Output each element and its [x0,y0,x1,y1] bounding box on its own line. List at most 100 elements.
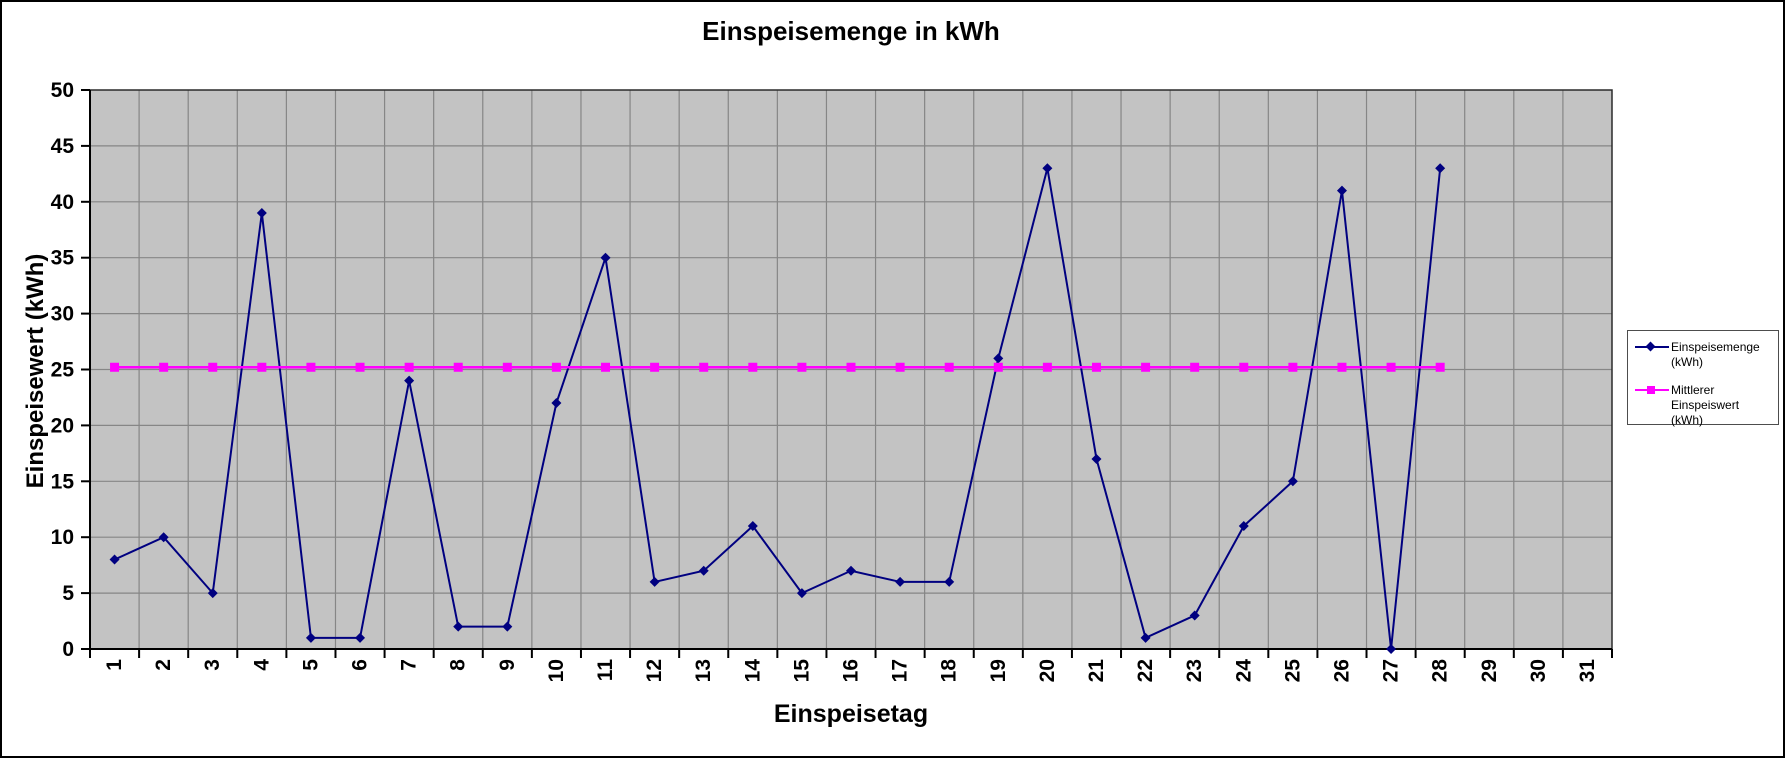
square-marker-icon [797,362,807,372]
diamond-marker-icon [1238,521,1249,532]
y-tick-label: 0 [62,638,74,661]
x-tick-label: 22 [1134,659,1157,682]
diamond-marker-icon [993,353,1004,364]
diamond-marker-icon [895,576,906,587]
x-tick-label: 13 [692,659,715,682]
diamond-marker-icon [1140,632,1151,643]
square-marker-icon [306,362,316,372]
diamond-marker-icon [158,532,169,543]
x-tick-label: 20 [1036,659,1059,682]
square-marker-icon [944,362,954,372]
x-tick-label: 14 [741,659,764,683]
diamond-marker-icon [1042,163,1053,174]
diamond-marker-icon [1435,163,1446,174]
square-marker-icon [748,362,758,372]
x-tick-label: 21 [1085,659,1108,683]
diamond-marker-icon [1287,476,1298,487]
square-marker-icon [1386,362,1396,372]
x-tick-label: 19 [987,659,1010,682]
y-tick-label: 10 [51,526,74,549]
diamond-marker-icon [698,565,709,576]
diamond-marker-icon [109,554,120,565]
legend-item-mittlerer-einspeiswert: Mittlerer Einspeiswert (kWh) [1635,383,1773,428]
diamond-marker-icon [355,632,366,643]
square-marker-icon [699,362,709,372]
square-marker-icon [257,362,267,372]
legend-item-einspeisemenge: Einspeisemenge (kWh) [1635,340,1773,370]
square-marker-icon [404,362,414,372]
x-tick-label: 31 [1576,659,1599,683]
square-marker-icon [1435,362,1445,372]
diamond-marker-icon [796,588,807,599]
y-tick-label: 20 [51,414,74,437]
x-tick-label: 26 [1330,659,1353,682]
x-axis-title: Einspeisetag [773,700,929,728]
legend-label: Einspeisemenge (kWh) [1671,340,1760,369]
square-marker-icon [1141,362,1151,372]
x-tick-label: 12 [643,659,666,682]
legend-line-sample-einspeisemenge [1635,340,1669,355]
square-marker-icon [1288,362,1298,372]
diamond-marker-icon [1189,610,1200,621]
legend-label: Mittlerer Einspeiswert (kWh) [1671,383,1740,427]
square-marker-icon [110,362,120,372]
x-tick-label: 27 [1380,659,1403,682]
diamond-marker-icon [1645,341,1656,352]
diamond-marker-icon [502,621,513,632]
diamond-marker-icon [256,207,267,218]
y-tick-label: 40 [51,191,74,214]
diamond-marker-icon [846,565,856,576]
square-marker-icon [846,362,856,372]
x-tick-label: 29 [1478,659,1501,682]
square-marker-icon [1647,386,1655,394]
square-marker-icon [208,362,218,372]
square-marker-icon [453,362,463,372]
x-tick-label: 17 [889,659,912,682]
square-marker-icon [895,362,905,372]
square-marker-icon [993,362,1003,372]
series-line-0 [114,168,1442,650]
x-tick-label: 8 [447,659,470,671]
square-marker-icon [502,362,512,372]
diamond-marker-icon [453,621,464,632]
x-tick-label: 7 [398,659,421,671]
square-marker-icon [650,362,660,372]
x-tick-label: 4 [250,659,273,671]
square-marker-icon [551,362,561,372]
diamond-marker-icon [1386,644,1397,654]
square-marker-icon [1190,362,1200,372]
square-marker-icon [355,362,365,372]
diamond-marker-icon [207,588,218,599]
y-tick-label: 50 [51,79,74,102]
diamond-marker-icon [1091,453,1102,464]
y-tick-label: 35 [51,247,75,270]
x-tick-label: 9 [496,659,519,671]
diamond-marker-icon [305,632,316,643]
x-tick-label: 16 [840,659,863,682]
diamond-marker-icon [747,521,758,532]
y-tick-label: 30 [51,303,74,326]
diamond-marker-icon [404,375,415,386]
x-tick-label: 24 [1232,659,1255,683]
x-tick-label: 2 [152,659,175,671]
diamond-marker-icon [600,252,611,263]
y-tick-label: 15 [51,470,75,493]
diamond-marker-icon [944,576,955,587]
x-tick-label: 11 [594,659,617,682]
x-tick-label: 15 [790,659,813,683]
legend-line-sample-mittlerer-einspeiswert [1635,383,1669,398]
x-tick-label: 1 [103,659,126,671]
x-tick-label: 25 [1281,659,1304,683]
x-tick-label: 23 [1183,659,1206,682]
x-tick-label: 6 [349,659,372,671]
diamond-marker-icon [551,398,562,409]
diamond-marker-icon [649,576,660,587]
diamond-marker-icon [1336,185,1347,196]
legend: Einspeisemenge (kWh) Mittlerer Einspeisw… [1627,330,1779,428]
x-tick-label: 3 [201,659,224,671]
x-tick-label: 10 [545,659,568,682]
y-tick-label: 25 [51,359,75,382]
x-tick-label: 28 [1429,659,1452,683]
